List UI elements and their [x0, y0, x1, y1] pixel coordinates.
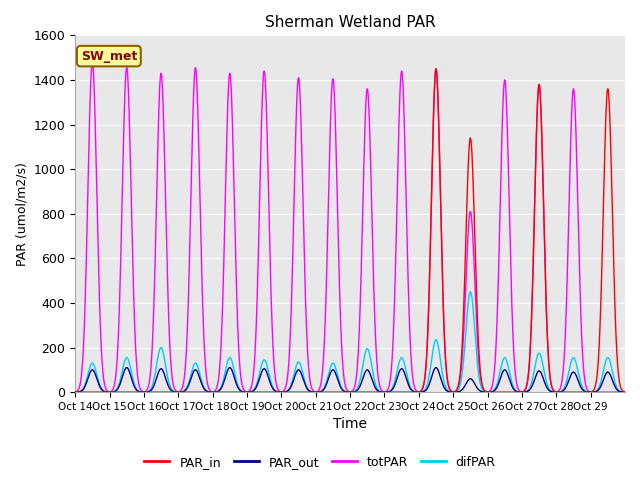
Y-axis label: PAR (umol/m2/s): PAR (umol/m2/s)	[15, 162, 28, 265]
Title: Sherman Wetland PAR: Sherman Wetland PAR	[265, 15, 435, 30]
Legend: PAR_in, PAR_out, totPAR, difPAR: PAR_in, PAR_out, totPAR, difPAR	[140, 451, 500, 474]
Text: SW_met: SW_met	[81, 49, 137, 62]
X-axis label: Time: Time	[333, 418, 367, 432]
